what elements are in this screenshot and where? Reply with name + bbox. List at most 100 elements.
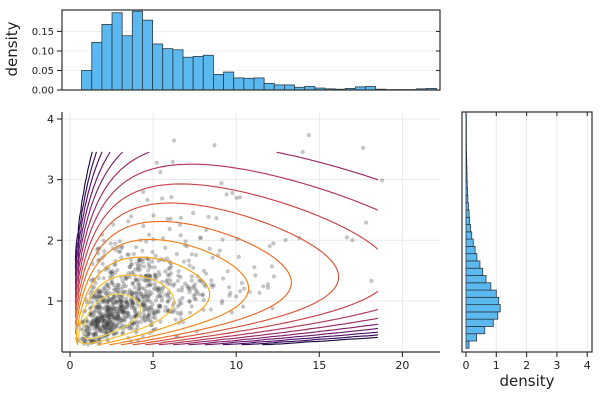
scatter-point bbox=[109, 306, 114, 311]
histogram-bar bbox=[121, 35, 133, 91]
scatter-point bbox=[106, 317, 111, 323]
scatter-point bbox=[102, 318, 107, 323]
scatter-point bbox=[147, 274, 152, 279]
scatter-point bbox=[119, 303, 124, 308]
histogram-bar bbox=[465, 216, 471, 225]
histogram-bar bbox=[465, 187, 468, 196]
scatter-point bbox=[127, 288, 132, 293]
histogram-bar bbox=[273, 84, 285, 91]
scatter-point bbox=[124, 305, 129, 310]
scatter-point bbox=[90, 300, 95, 305]
scatter-point bbox=[108, 322, 114, 327]
contour-level-line bbox=[74, 151, 379, 346]
scatter-point bbox=[138, 267, 143, 272]
scatter-points bbox=[75, 133, 385, 347]
scatter-point bbox=[143, 278, 148, 283]
scatter-point bbox=[158, 319, 163, 324]
scatter-point bbox=[108, 328, 113, 333]
scatter-point bbox=[107, 285, 112, 290]
scatter-point bbox=[90, 323, 95, 328]
scatter-point bbox=[119, 309, 124, 314]
scatter-point bbox=[121, 309, 126, 314]
scatter-point bbox=[96, 294, 101, 299]
scatter-point bbox=[191, 284, 196, 289]
scatter-point bbox=[85, 333, 90, 339]
scatter-point bbox=[107, 311, 112, 316]
scatter-point bbox=[120, 330, 126, 335]
scatter-point bbox=[220, 298, 225, 303]
scatter-point bbox=[125, 310, 130, 315]
scatter-point bbox=[188, 310, 193, 315]
scatter-point bbox=[193, 292, 198, 297]
scatter-point bbox=[141, 277, 146, 282]
scatter-point bbox=[118, 298, 123, 303]
scatter-point bbox=[86, 332, 91, 337]
scatter-point bbox=[265, 285, 271, 290]
scatter-point bbox=[99, 299, 104, 304]
scatter-point bbox=[171, 138, 177, 143]
scatter-point bbox=[126, 312, 131, 317]
scatter-point bbox=[181, 259, 187, 264]
scatter-point bbox=[112, 325, 117, 330]
scatter-point bbox=[221, 276, 226, 281]
scatter-point bbox=[156, 287, 162, 292]
histogram-bar bbox=[81, 70, 93, 91]
scatter-point bbox=[109, 296, 114, 302]
scatter-point bbox=[104, 321, 109, 326]
scatter-point bbox=[131, 270, 136, 275]
main-gridlines bbox=[62, 112, 440, 352]
scatter-point bbox=[130, 281, 135, 286]
scatter-point bbox=[147, 232, 152, 237]
scatter-point bbox=[96, 318, 101, 323]
x-tick-label: 15 bbox=[312, 359, 326, 372]
scatter-point bbox=[120, 299, 125, 305]
scatter-point bbox=[166, 308, 171, 314]
scatter-point bbox=[87, 326, 92, 331]
scatter-point bbox=[141, 223, 146, 229]
scatter-point bbox=[120, 296, 126, 301]
histogram-bar bbox=[465, 151, 468, 160]
scatter-point bbox=[153, 316, 158, 321]
scatter-point bbox=[176, 273, 181, 278]
histogram-bar bbox=[465, 173, 468, 182]
scatter-point bbox=[192, 285, 197, 290]
scatter-point bbox=[210, 284, 215, 290]
scatter-point bbox=[106, 305, 111, 310]
scatter-point bbox=[94, 322, 99, 327]
scatter-point bbox=[105, 304, 110, 309]
scatter-point bbox=[111, 314, 117, 319]
scatter-point bbox=[93, 292, 98, 297]
scatter-point bbox=[129, 289, 135, 295]
right-histogram-bars bbox=[465, 114, 501, 349]
scatter-point bbox=[96, 341, 101, 347]
scatter-point bbox=[121, 313, 126, 319]
scatter-point bbox=[135, 321, 140, 326]
scatter-point bbox=[106, 320, 111, 325]
scatter-point bbox=[96, 291, 102, 296]
scatter-point bbox=[129, 262, 134, 267]
scatter-point bbox=[132, 321, 137, 326]
scatter-point bbox=[175, 304, 180, 309]
scatter-point bbox=[90, 285, 95, 290]
scatter-point bbox=[165, 299, 170, 304]
scatter-point bbox=[158, 293, 163, 298]
scatter-point bbox=[113, 316, 118, 321]
scatter-point bbox=[94, 319, 99, 324]
scatter-point bbox=[114, 300, 119, 306]
scatter-point bbox=[99, 288, 104, 293]
scatter-point bbox=[131, 321, 136, 326]
scatter-point bbox=[209, 278, 214, 283]
scatter-point bbox=[105, 303, 111, 308]
scatter-point bbox=[93, 317, 98, 323]
scatter-point bbox=[97, 291, 102, 296]
scatter-point bbox=[105, 308, 110, 313]
scatter-point bbox=[380, 178, 385, 183]
scatter-point bbox=[136, 263, 141, 268]
scatter-point bbox=[123, 317, 128, 322]
scatter-point bbox=[105, 312, 110, 317]
scatter-point bbox=[198, 236, 203, 241]
scatter-point bbox=[192, 296, 197, 301]
scatter-point bbox=[200, 293, 205, 298]
scatter-point bbox=[109, 323, 114, 328]
scatter-point bbox=[130, 291, 135, 296]
